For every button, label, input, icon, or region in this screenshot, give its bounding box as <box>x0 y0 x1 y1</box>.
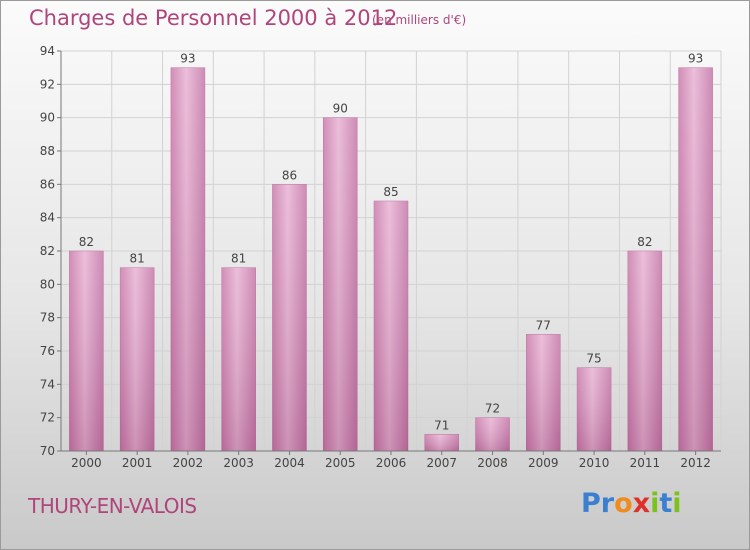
x-tick-label: 2003 <box>223 456 254 470</box>
bar-shade <box>577 367 612 451</box>
chart-title: Charges de Personnel 2000 à 2012 <box>29 6 398 30</box>
bar-value-label: 71 <box>434 418 449 432</box>
bar-value-label: 81 <box>231 252 246 266</box>
bar-value-label: 93 <box>180 52 195 66</box>
bar-shade <box>627 251 662 451</box>
chart-subtitle: (en milliers d'€) <box>372 13 467 27</box>
y-tick-label: 86 <box>40 177 55 191</box>
bar-value-label: 85 <box>383 185 398 199</box>
y-tick-label: 94 <box>40 44 55 58</box>
logo-letter: o <box>614 488 633 519</box>
bar-value-label: 86 <box>282 168 297 182</box>
y-tick-label: 78 <box>40 311 55 325</box>
bar-value-label: 93 <box>688 52 703 66</box>
x-tick-label: 2012 <box>680 456 711 470</box>
x-tick-label: 2005 <box>325 456 356 470</box>
y-tick-label: 74 <box>40 377 55 391</box>
logo-letter: P <box>581 488 601 519</box>
bars-layer: 82 81 93 81 86 90 85 71 72 77 75 82 93 <box>69 52 713 452</box>
bar-value-label: 81 <box>130 252 145 266</box>
y-tick-label: 82 <box>40 244 55 258</box>
y-tick-label: 84 <box>40 211 55 225</box>
bar-shade <box>69 251 104 451</box>
city-name: THURY-EN-VALOIS <box>28 494 197 518</box>
logo-letter: i <box>672 488 682 519</box>
bar-shade <box>221 267 256 451</box>
y-tick-label: 76 <box>40 344 55 358</box>
logo-letter: r <box>600 488 615 519</box>
bar-value-label: 82 <box>79 235 94 249</box>
bar-shade <box>526 334 561 451</box>
x-tick-label: 2004 <box>274 456 305 470</box>
bar-shade <box>272 184 307 452</box>
x-tick-label: 2001 <box>122 456 153 470</box>
bar-shade <box>170 67 205 452</box>
x-tick-label: 2009 <box>528 456 559 470</box>
logo-letter: x <box>632 488 651 519</box>
x-tick-label: 2008 <box>477 456 508 470</box>
y-tick-label: 90 <box>40 111 55 125</box>
bar-shade <box>323 117 358 452</box>
x-tick-label: 2010 <box>579 456 610 470</box>
bar-shade <box>678 67 713 452</box>
logo-letter: t <box>659 488 673 519</box>
x-tick-label: 2006 <box>376 456 407 470</box>
bar-shade <box>120 267 155 451</box>
axis-layer: 70 72 74 76 78 80 82 84 86 88 90 92 94 2000 2001 2002 20… <box>40 44 721 470</box>
bar-value-label: 90 <box>333 102 348 116</box>
x-tick-label: 2011 <box>630 456 661 470</box>
bar-shade <box>475 417 510 451</box>
logo-letter: i <box>650 488 660 519</box>
y-tick-label: 70 <box>40 444 55 458</box>
bar-value-label: 77 <box>536 318 551 332</box>
x-tick-label: 2007 <box>426 456 457 470</box>
y-tick-label: 88 <box>40 144 55 158</box>
y-tick-label: 80 <box>40 277 55 291</box>
bar-shade <box>374 201 408 451</box>
bar-value-label: 75 <box>586 352 601 366</box>
y-tick-label: 72 <box>40 411 55 425</box>
x-tick-label: 2002 <box>173 456 204 470</box>
y-tick-label: 92 <box>40 77 55 91</box>
bar-value-label: 82 <box>637 235 652 249</box>
bar-shade <box>424 434 459 451</box>
x-tick-label: 2000 <box>71 456 102 470</box>
proxiti-logo[interactable]: Proxiti <box>581 488 682 519</box>
bar-value-label: 72 <box>485 402 500 416</box>
